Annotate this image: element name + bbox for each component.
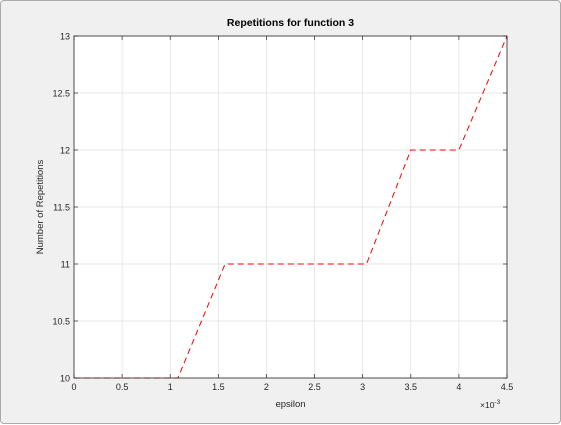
x-tick-label: 0: [71, 382, 76, 392]
x-tick-label: 4.5: [501, 382, 514, 392]
x-axis-label: epsilon: [275, 399, 305, 410]
y-tick-label: 12.5: [52, 89, 70, 99]
y-tick-label: 11.5: [53, 203, 70, 213]
x-tick-label: 1: [168, 382, 173, 392]
x-axis-exponent-power: -3: [494, 399, 500, 406]
x-tick-label: 2.5: [308, 382, 321, 392]
y-tick-label: 13: [60, 32, 70, 42]
y-axis-label: Number of Repetitions: [35, 159, 46, 254]
x-tick-label: 2: [264, 382, 269, 392]
x-axis-exponent-base: ×10: [480, 400, 495, 410]
x-tick-label: 3: [360, 382, 365, 392]
x-tick-label: 3.5: [405, 382, 418, 392]
y-tick-label: 10.5: [52, 317, 70, 327]
y-tick-label: 12: [60, 146, 70, 156]
x-axis-exponent: ×10-3: [480, 399, 501, 410]
chart-title: Repetitions for function 3: [227, 17, 354, 29]
y-tick-label: 10: [60, 374, 70, 384]
x-tick-label: 4: [456, 382, 461, 392]
x-tick-label: 0.5: [116, 382, 129, 392]
y-tick-label: 11: [61, 260, 70, 270]
x-tick-label: 1.5: [212, 382, 225, 392]
